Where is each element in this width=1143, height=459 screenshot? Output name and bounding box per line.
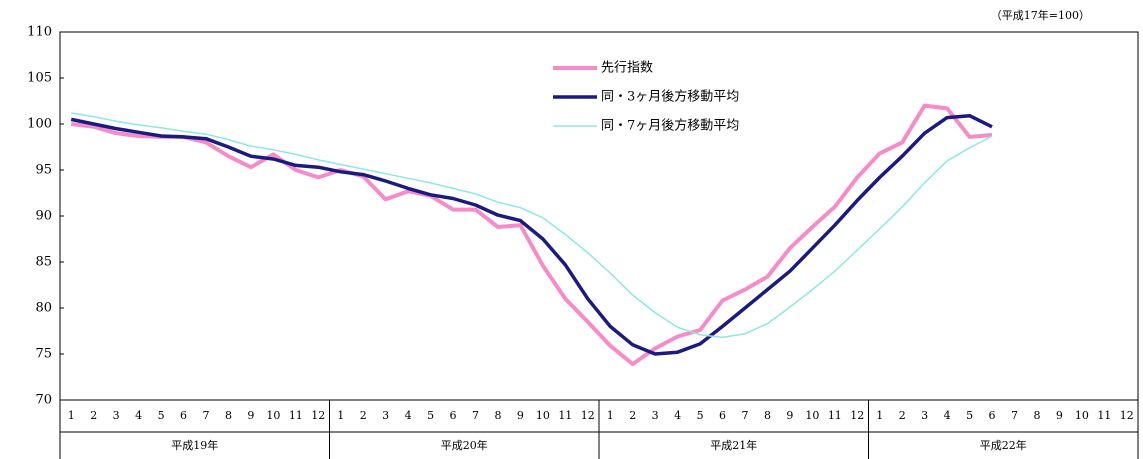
x-tick-label: 10 <box>536 409 550 422</box>
legend-label: 同・3ヶ月後方移動平均 <box>601 89 739 105</box>
x-tick-label: 4 <box>405 409 412 422</box>
x-tick-label: 9 <box>786 409 793 422</box>
y-tick-label: 85 <box>35 255 52 270</box>
x-tick-label: 4 <box>944 409 951 422</box>
x-tick-label: 8 <box>494 409 501 422</box>
x-tick-label: 10 <box>1075 409 1089 422</box>
x-tick-label: 7 <box>202 409 209 422</box>
x-tick-label: 6 <box>450 409 457 422</box>
x-tick-label: 12 <box>311 409 325 422</box>
x-tick-label: 1 <box>337 409 344 422</box>
series-line <box>71 112 993 339</box>
x-tick-label: 6 <box>989 409 996 422</box>
plot-frame <box>59 31 1139 401</box>
x-tick-label: 2 <box>360 409 367 422</box>
y-tick-label: 75 <box>35 347 52 362</box>
series-line <box>70 113 993 356</box>
y-tick-label: 80 <box>35 301 52 316</box>
x-tick-label: 9 <box>247 409 254 422</box>
legend-label: 同・7ヶ月後方移動平均 <box>601 118 739 134</box>
legend-label: 先行指数 <box>601 61 653 76</box>
x-tick-label: 1 <box>68 409 75 422</box>
x-tick-label: 11 <box>558 409 572 422</box>
y-tick-label: 110 <box>27 25 52 40</box>
x-tick-label: 12 <box>581 409 595 422</box>
series-line <box>70 103 993 367</box>
y-tick-label: 100 <box>27 117 52 132</box>
group-label: 平成20年 <box>441 438 488 452</box>
x-tick-label: 4 <box>135 409 142 422</box>
x-tick-label: 1 <box>876 409 883 422</box>
x-tick-label: 7 <box>741 409 748 422</box>
x-tick-label: 8 <box>225 409 232 422</box>
x-tick-label: 3 <box>652 409 659 422</box>
x-tick-label: 10 <box>805 409 819 422</box>
x-tick-label: 9 <box>517 409 524 422</box>
x-tick-label: 6 <box>180 409 187 422</box>
x-tick-label: 10 <box>266 409 280 422</box>
y-tick-label: 95 <box>35 163 52 178</box>
x-tick-label: 6 <box>719 409 726 422</box>
y-tick-label: 105 <box>27 71 52 86</box>
x-tick-label: 11 <box>1097 409 1111 422</box>
group-label: 平成19年 <box>171 438 218 452</box>
x-tick-label: 3 <box>382 409 389 422</box>
x-tick-label: 4 <box>674 409 681 422</box>
x-tick-label: 3 <box>113 409 120 422</box>
group-label: 平成21年 <box>710 438 757 452</box>
x-tick-label: 2 <box>90 409 97 422</box>
x-tick-label: 7 <box>472 409 479 422</box>
x-tick-label: 11 <box>289 409 303 422</box>
x-tick-label: 9 <box>1056 409 1063 422</box>
x-tick-label: 2 <box>899 409 906 422</box>
x-tick-label: 12 <box>1120 409 1134 422</box>
x-tick-label: 5 <box>158 409 165 422</box>
x-tick-label: 8 <box>1033 409 1040 422</box>
group-label: 平成22年 <box>980 438 1027 452</box>
x-tick-label: 5 <box>427 409 434 422</box>
y-tick-label: 70 <box>35 393 52 408</box>
x-tick-label: 11 <box>828 409 842 422</box>
x-tick-label: 7 <box>1011 409 1018 422</box>
x-tick-label: 2 <box>629 409 636 422</box>
x-tick-label: 3 <box>921 409 928 422</box>
y-tick-label: 90 <box>35 209 52 224</box>
x-tick-label: 8 <box>764 409 771 422</box>
unit-note: （平成17年=100） <box>991 8 1090 22</box>
x-tick-label: 12 <box>850 409 864 422</box>
x-tick-label: 5 <box>697 409 704 422</box>
x-tick-label: 1 <box>607 409 614 422</box>
x-tick-label: 5 <box>966 409 973 422</box>
